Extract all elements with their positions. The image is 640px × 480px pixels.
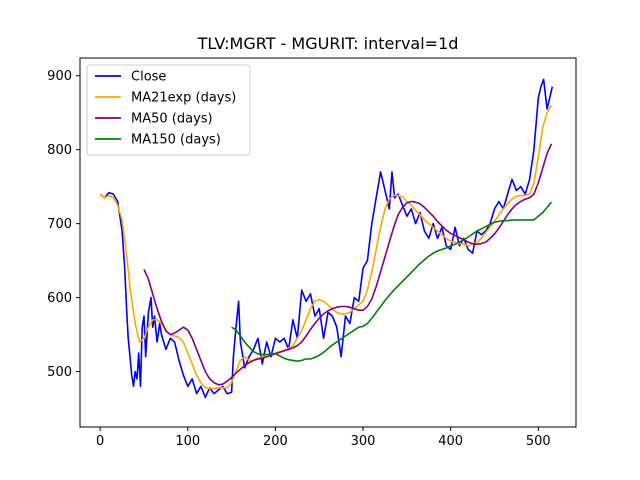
chart-title: TLV:MGRT - MGURIT: interval=1d	[197, 34, 459, 53]
x-tick-label: 0	[96, 434, 104, 449]
x-tick-label: 400	[438, 434, 463, 449]
legend-label: MA21exp (days)	[131, 91, 236, 106]
legend-label: MA150 (days)	[131, 133, 221, 148]
x-tick-label: 100	[175, 434, 200, 449]
x-tick-label: 200	[263, 434, 288, 449]
series-line-1	[99, 78, 554, 399]
y-tick-label: 600	[47, 291, 72, 306]
y-tick-label: 900	[47, 69, 72, 84]
legend-label: MA50 (days)	[131, 112, 213, 127]
series-layer	[99, 78, 554, 399]
y-tick-label: 500	[47, 365, 72, 380]
x-tick-label: 300	[351, 434, 376, 449]
legend-label: Close	[131, 70, 166, 85]
x-tick-label: 500	[526, 434, 551, 449]
series-line-2	[99, 104, 553, 390]
legend-box	[86, 64, 251, 156]
y-tick-label: 700	[47, 217, 72, 232]
axes-layer: 0 100 200 300 400 500 500 600 700 800 900	[47, 57, 577, 449]
y-tick-label: 800	[47, 143, 72, 158]
axes-frame	[79, 57, 577, 428]
series-line-3	[143, 143, 553, 386]
legend: Close MA21exp (days) MA50 (days) MA150 (day…	[86, 64, 251, 156]
series-line-4	[231, 201, 553, 363]
